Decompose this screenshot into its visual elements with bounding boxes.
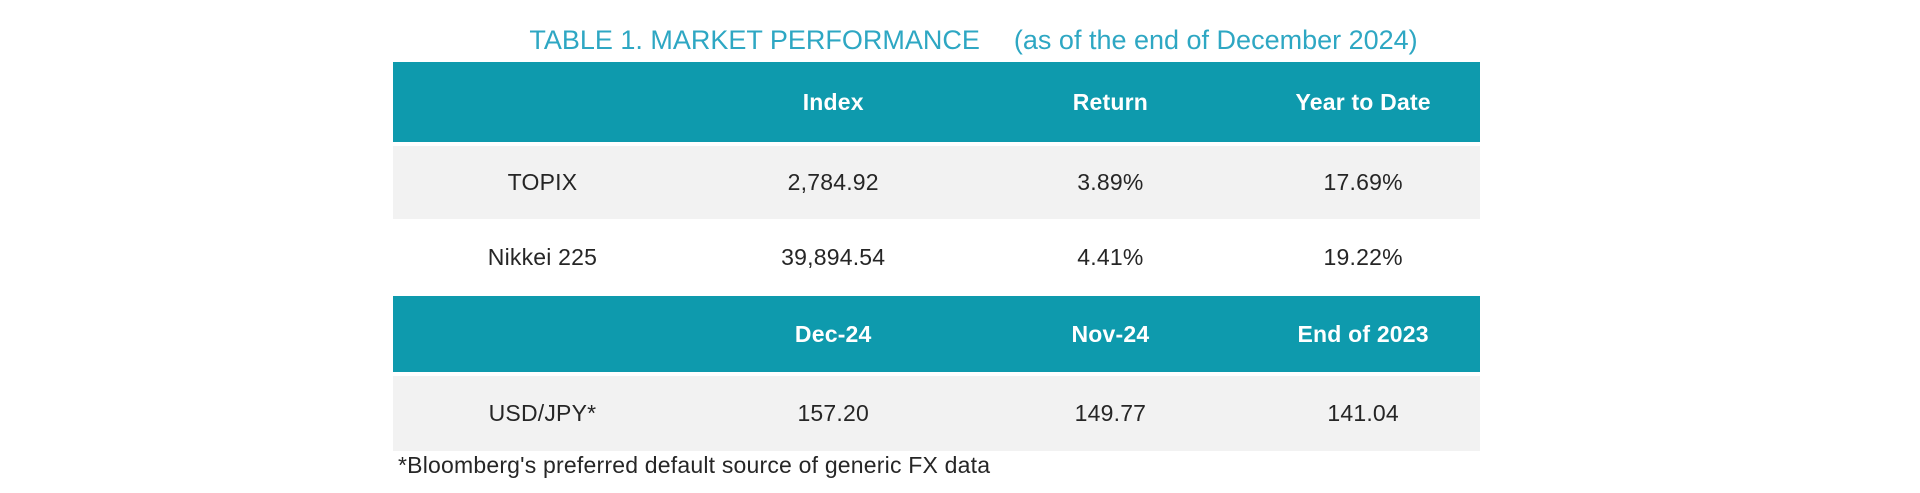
table-row-topix: TOPIX 2,784.92 3.89% 17.69% (393, 146, 1480, 219)
fx-header-dec-24: Dec-24 (794, 320, 872, 347)
fx-table-header-row: Dec-24 Nov-24 End of 2023 (393, 296, 1480, 372)
row-label-topix: TOPIX (507, 169, 578, 195)
row-label-nikkei: Nikkei 225 (487, 244, 598, 270)
market-performance-table: Index Return Year to Date TOPIX 2,784.92… (393, 62, 1480, 451)
index-header-year-to-date: Year to Date (1295, 88, 1431, 115)
row-label-usdjpy: USD/JPY* (488, 400, 597, 426)
bloomberg-footnote: *Bloomberg's preferred default source of… (398, 452, 991, 478)
usdjpy-dec-24-value: 157.20 (797, 400, 869, 426)
topix-index-value: 2,784.92 (787, 169, 879, 195)
index-table-header-row: Index Return Year to Date (393, 62, 1480, 142)
index-header-return: Return (1072, 88, 1149, 115)
usdjpy-end-2023-value: 141.04 (1327, 400, 1399, 426)
table-row-nikkei: Nikkei 225 39,894.54 4.41% 19.22% (393, 219, 1480, 296)
fx-header-end-of-2023: End of 2023 (1297, 320, 1429, 347)
topix-ytd-value: 17.69% (1323, 169, 1403, 195)
fx-header-nov-24: Nov-24 (1071, 320, 1150, 347)
usdjpy-nov-24-value: 149.77 (1074, 400, 1147, 426)
nikkei-ytd-value: 19.22% (1323, 244, 1403, 270)
nikkei-index-value: 39,894.54 (781, 244, 886, 270)
index-header-index: Index (802, 88, 864, 115)
table-title-date: (as of the end of December 2024) (1013, 25, 1418, 55)
table-title: TABLE 1. MARKET PERFORMANCE (as of the en… (430, 24, 1517, 56)
table-row-usdjpy: USD/JPY* 157.20 149.77 141.04 (393, 376, 1480, 451)
topix-return-value: 3.89% (1077, 169, 1144, 195)
table-title-main: TABLE 1. MARKET PERFORMANCE (529, 25, 980, 55)
nikkei-return-value: 4.41% (1077, 244, 1144, 270)
